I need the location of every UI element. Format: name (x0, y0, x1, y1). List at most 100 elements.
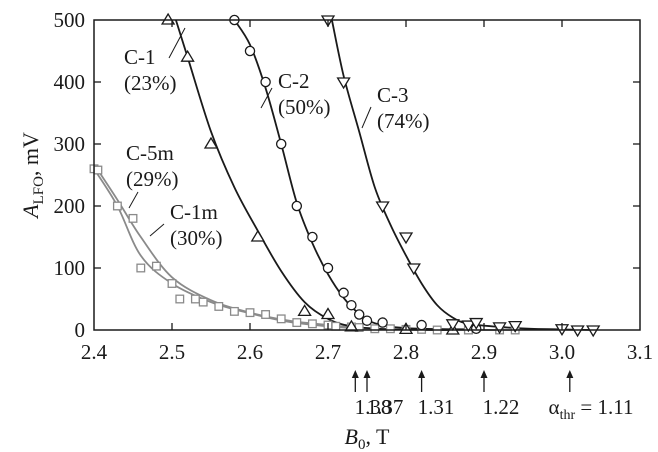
point-c-5m (190, 294, 200, 304)
threshold-label: 1.37 (367, 395, 404, 419)
point-c-2 (307, 231, 318, 243)
x-axis-label: B0, T (345, 424, 391, 452)
point-c-3 (492, 322, 507, 335)
threshold-label: αthr = 1.11 (549, 395, 634, 423)
point-c-5m (307, 319, 317, 329)
threshold-arrow-head (363, 370, 371, 378)
series-curve-c-3 (331, 19, 594, 331)
series-curve-c-2 (233, 19, 477, 331)
y-tick-label: 200 (54, 194, 86, 218)
point-c-2 (260, 76, 271, 88)
y-tick-label: 400 (54, 70, 86, 94)
series-label-c-2: C-2 (278, 69, 310, 93)
point-c-3 (375, 201, 390, 214)
series-label-pct-c-2: (50%) (278, 95, 330, 119)
threshold-arrow-head (351, 370, 359, 378)
point-c-1m (261, 310, 271, 319)
x-tick-label: 3.0 (549, 340, 575, 364)
series-label-pct-c-5m: (29%) (126, 167, 178, 191)
series-leader-c-5m (128, 191, 139, 209)
y-tick-label: 500 (54, 8, 86, 32)
plot-frame (93, 19, 641, 331)
point-c-2 (322, 262, 334, 274)
point-c-1m (292, 318, 302, 328)
point-c-5m (331, 321, 341, 331)
threshold-markers: 1.381.37 1.31 1.22 αthr = 1.11 (351, 370, 634, 423)
x-tick-label: 2.6 (237, 340, 263, 364)
point-c-3 (336, 77, 351, 90)
x-tick-label: 3.1 (627, 340, 653, 364)
series-curve-c-1 (175, 19, 453, 331)
point-c-1 (344, 319, 359, 332)
series-leader-c-1 (168, 27, 186, 59)
x-tick-label: 2.5 (159, 340, 185, 364)
point-c-2 (244, 45, 256, 57)
point-c-2 (291, 200, 303, 212)
point-c-2 (338, 287, 349, 299)
point-c-3 (445, 319, 460, 332)
series-label-c-1: C-1 (124, 45, 156, 69)
x-tick-label: 2.7 (315, 340, 341, 364)
y-ticks: 0 100 200 300 400 500 (54, 8, 640, 342)
threshold-arrow-head (480, 370, 488, 378)
series-label-c-5m: C-5m (126, 141, 174, 165)
point-c-1 (203, 136, 219, 149)
series-leader-c-3 (361, 106, 372, 129)
threshold-label: 1.22 (483, 395, 520, 419)
y-tick-label: 300 (54, 132, 86, 156)
point-c-1m (198, 297, 208, 307)
point-c-3 (469, 317, 484, 330)
point-c-1 (320, 307, 336, 320)
point-c-5m (128, 213, 138, 223)
point-c-5m (245, 308, 255, 318)
y-tick-label: 0 (75, 318, 86, 342)
point-c-3 (570, 325, 585, 338)
y-tick-label: 100 (54, 256, 86, 280)
point-c-1 (250, 229, 265, 242)
point-c-3 (406, 263, 421, 276)
point-c-1 (297, 304, 312, 317)
point-c-5m (214, 301, 224, 311)
point-c-3 (586, 325, 601, 338)
point-c-2 (353, 309, 365, 320)
x-tick-label: 2.4 (81, 340, 108, 364)
point-c-1m (229, 306, 239, 316)
series-label-c-1m: C-1m (170, 200, 218, 224)
series-leader-c-2 (260, 87, 273, 109)
point-c-3 (461, 320, 476, 333)
point-c-1m (112, 201, 122, 211)
point-c-1m (136, 263, 146, 273)
point-c-1 (180, 49, 195, 62)
series-label-pct-c-1: (23%) (124, 71, 176, 95)
point-c-2 (361, 315, 373, 326)
point-c-2 (275, 138, 287, 150)
point-c-5m (276, 314, 286, 324)
point-c-5m (93, 165, 103, 175)
threshold-label: 1.31 (418, 395, 455, 419)
threshold-arrow-head (418, 370, 426, 378)
threshold-arrow-head (566, 370, 574, 378)
point-c-5m (167, 279, 177, 288)
series-labels: C-1m(30%) C-5m(29%) C-1(23%) C-2(50%) C-3(74… (124, 27, 429, 250)
series-label-c-3: C-3 (377, 83, 409, 107)
point-c-3 (398, 232, 414, 245)
point-c-5m (151, 261, 161, 271)
point-c-2 (346, 299, 357, 311)
point-c-1m (370, 324, 380, 334)
point-c-3 (508, 321, 523, 333)
series-label-pct-c-3: (74%) (377, 109, 429, 133)
point-c-2 (377, 317, 388, 328)
point-c-1m (175, 294, 185, 304)
x-tick-label: 2.9 (471, 340, 497, 364)
x-ticks: 2.4 2.5 2.6 2.7 2.8 2.9 3.0 3.1 (81, 20, 653, 364)
x-tick-label: 2.8 (393, 340, 419, 364)
series-leader-c-1m (149, 223, 165, 237)
series-curve-c-5m (97, 169, 516, 331)
y-axis-label: ALFO, mV (18, 132, 47, 220)
threshold-label: 1.38 (355, 395, 392, 419)
point-c-2 (416, 319, 427, 331)
series-label-pct-c-1m: (30%) (170, 226, 222, 250)
point-c-5m (385, 324, 395, 334)
point-c-1 (160, 12, 176, 25)
